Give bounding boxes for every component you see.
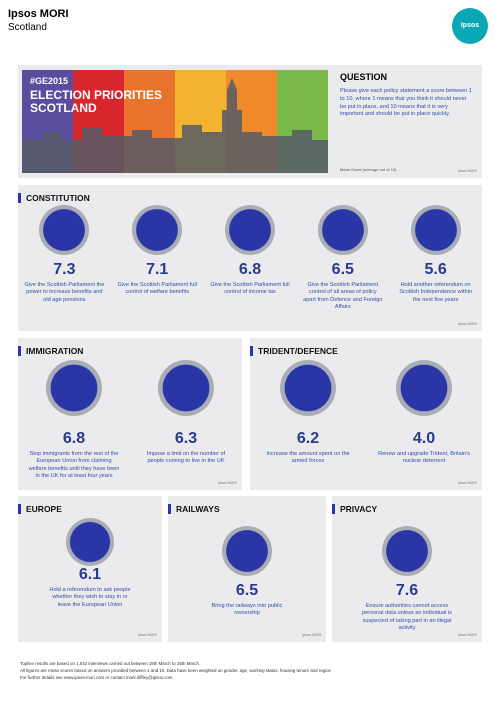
score: 6.3 bbox=[174, 430, 198, 447]
score: 6.1 bbox=[78, 566, 102, 583]
region: Scotland bbox=[8, 22, 47, 33]
question-title: QUESTION bbox=[340, 72, 388, 82]
score: 6.8 bbox=[238, 261, 262, 278]
source: Ipsos MORI bbox=[458, 169, 477, 173]
section-marker bbox=[168, 504, 171, 514]
policy-image bbox=[317, 205, 368, 255]
policy-label: Impose a limit on the number of people c… bbox=[146, 451, 226, 465]
score: 7.6 bbox=[395, 582, 419, 599]
policy-image bbox=[382, 526, 432, 576]
policy-label: Bring the railways into public ownership bbox=[211, 603, 283, 617]
section-title: PRIVACY bbox=[340, 504, 378, 514]
policy-image bbox=[132, 205, 183, 255]
policy-label: Give the Scottish Parliament the power t… bbox=[24, 282, 105, 303]
policy-label: Increase the amount spent on the armed f… bbox=[266, 451, 350, 465]
section-title: RAILWAYS bbox=[176, 504, 220, 514]
policy-label: Give the Scottish Parliament control of … bbox=[303, 282, 383, 310]
policy-label: Give the Scottish Parliament full contro… bbox=[210, 282, 290, 296]
section-box bbox=[250, 338, 482, 490]
policy-image bbox=[410, 205, 461, 255]
footer: Topline results are based on 1,042 inter… bbox=[20, 660, 480, 681]
section-box bbox=[18, 338, 242, 490]
source: Ipsos MORI bbox=[138, 633, 157, 637]
footer-line: For further details see www.ipsos-mori.c… bbox=[20, 675, 173, 681]
section-title: CONSTITUTION bbox=[26, 193, 90, 203]
section-marker bbox=[250, 346, 253, 356]
banner-title: SCOTLAND bbox=[30, 101, 97, 115]
section-title: TRIDENT/DEFENCE bbox=[258, 346, 338, 356]
policy-label: Renew and upgrade Trident, Britain's nuc… bbox=[378, 451, 470, 465]
policy-image bbox=[222, 526, 272, 576]
score: 6.8 bbox=[62, 430, 86, 447]
policy-image bbox=[396, 360, 452, 416]
source: Ipsos MORI bbox=[458, 481, 477, 485]
policy-label: Stop immigrants from the rest of the Eur… bbox=[28, 451, 120, 479]
brand: Ipsos MORI bbox=[8, 8, 69, 20]
score: 5.6 bbox=[424, 261, 447, 278]
policy-image bbox=[280, 360, 336, 416]
score: 6.5 bbox=[235, 582, 259, 599]
footer-line: Topline results are based on 1,042 inter… bbox=[20, 661, 201, 666]
footer-line: All figures are mean scores based on ans… bbox=[20, 668, 331, 674]
section-marker bbox=[18, 193, 21, 203]
source: Ipsos MORI bbox=[218, 481, 237, 485]
source: Ipsos MORI bbox=[458, 633, 477, 637]
section-marker bbox=[18, 346, 21, 356]
section-title: EUROPE bbox=[26, 504, 62, 514]
score: 6.2 bbox=[296, 430, 320, 447]
banner-image bbox=[22, 70, 328, 173]
question-note: Mean Score (average out of 10) bbox=[340, 167, 397, 172]
source: Ipsos MORI bbox=[458, 322, 477, 326]
source: Ipsos MORI bbox=[302, 633, 321, 637]
policy-label: Give the Scottish Parliament full contro… bbox=[117, 282, 197, 296]
section-marker bbox=[332, 504, 335, 514]
banner-tag: #GE2015 bbox=[30, 76, 69, 86]
policy-image bbox=[158, 360, 214, 416]
section-marker bbox=[18, 504, 21, 514]
policy-image bbox=[66, 518, 114, 566]
policy-image bbox=[46, 360, 102, 416]
score: 7.1 bbox=[146, 261, 169, 278]
policy-label: Hold another referendum on Scottish Inde… bbox=[399, 282, 472, 303]
policy-label: Ensure authorities cannot access persona… bbox=[362, 603, 452, 631]
section-title: IMMIGRATION bbox=[26, 346, 84, 356]
policy-label: Hold a referendum to ask people whether … bbox=[49, 587, 131, 608]
score: 4.0 bbox=[412, 430, 436, 447]
banner-title: ELECTION PRIORITIES bbox=[30, 88, 163, 102]
question-text: Please give each policy statement a scor… bbox=[340, 88, 472, 118]
score: 7.3 bbox=[53, 261, 76, 278]
score: 6.5 bbox=[331, 261, 354, 278]
policy-image bbox=[225, 205, 275, 255]
logo: Ipsos bbox=[452, 8, 488, 44]
policy-image bbox=[39, 205, 90, 255]
